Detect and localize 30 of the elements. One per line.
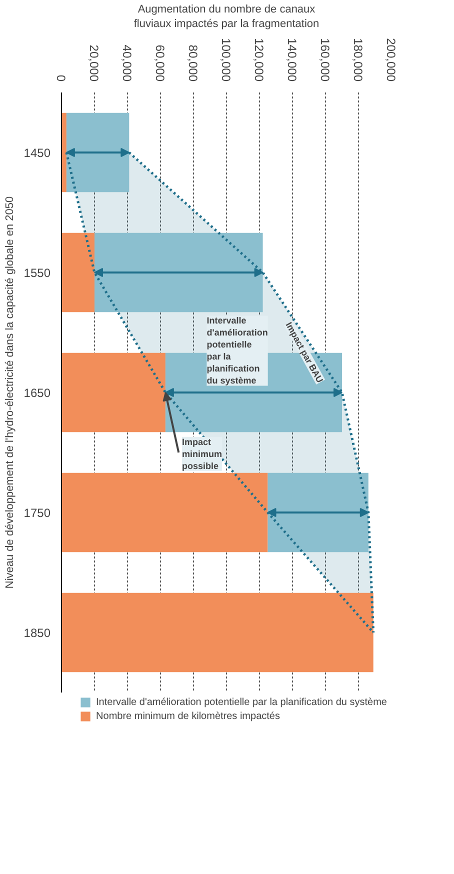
x-tick-label: 100,000 — [219, 38, 233, 82]
bar — [62, 232, 94, 312]
annotation: Impact minimum possible — [182, 436, 222, 471]
x-tick-label: 20,000 — [87, 44, 101, 82]
x-tick-label: 0 — [54, 74, 68, 82]
x-tick-label: 180,000 — [351, 38, 365, 82]
x-tick-label: 80,000 — [186, 44, 200, 82]
x-tick-label: 160,000 — [318, 38, 332, 82]
x-tick-label: 40,000 — [120, 44, 134, 82]
bar — [62, 592, 374, 672]
legend-label: Intervalle d'amélioration potentielle par la planification du système — [96, 696, 387, 708]
x-tick-label: 60,000 — [153, 44, 167, 82]
x-tick-label: 140,000 — [285, 38, 299, 82]
y-tick-label: 1650 — [24, 386, 51, 400]
x-tick-label: 120,000 — [252, 38, 266, 82]
y-tick-label: 1550 — [24, 266, 51, 280]
y-tick-label: 1850 — [24, 626, 51, 640]
annotation: Intervalle d'amélioration potentielle par la planification du système — [206, 316, 268, 386]
x-axis-title: Augmentation du nombre de canaux fluviaux impactés par la fragmentation — [134, 4, 320, 30]
y-axis-title: Niveau de développement de l'hydro-électricité dans la capacité globale en 2050 — [4, 196, 16, 589]
bar — [268, 472, 368, 552]
y-tick-label: 1750 — [24, 506, 51, 520]
legend-label: Nombre minimum de kilomètres impactés — [96, 710, 280, 722]
y-tick-label: 1450 — [24, 146, 51, 160]
bar — [62, 472, 268, 552]
bar — [62, 112, 66, 192]
bar — [66, 112, 130, 192]
x-tick-label: 200,000 — [384, 38, 398, 82]
bar — [62, 352, 166, 432]
bar — [94, 232, 263, 312]
